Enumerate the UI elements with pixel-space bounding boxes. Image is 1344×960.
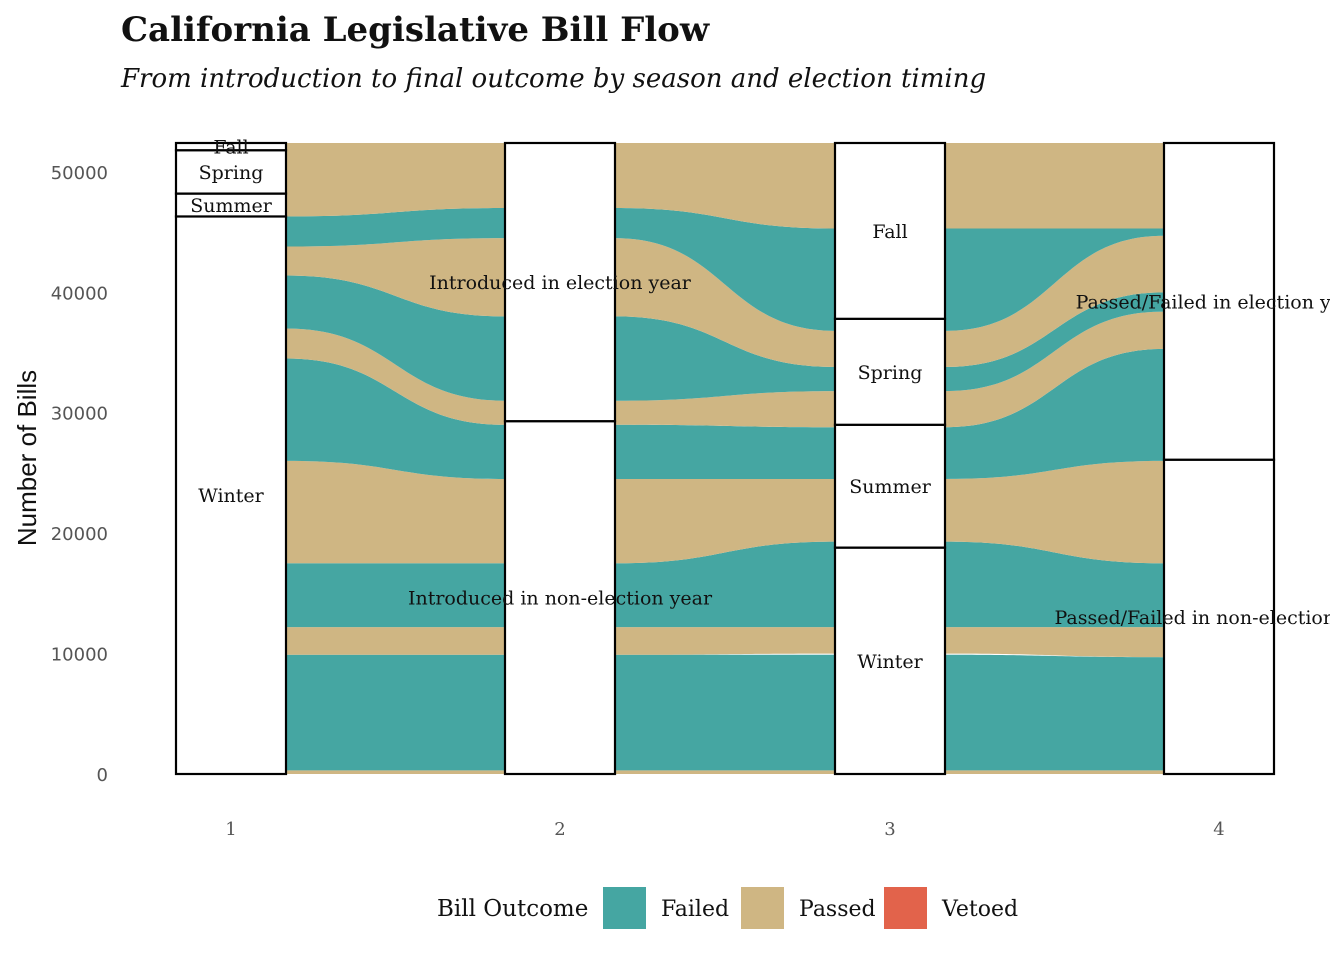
x-tick-label: 2 — [554, 819, 565, 840]
stratum: Winter — [833, 546, 947, 776]
y-tick-label: 40000 — [51, 283, 108, 304]
y-tick-label: 0 — [97, 765, 108, 786]
stratum-label: Spring — [199, 162, 264, 184]
stratum-label: Winter — [857, 651, 923, 673]
stratum-label: Introduced in election year — [429, 272, 692, 294]
flow-passed — [286, 627, 1164, 658]
y-tick-label: 10000 — [51, 645, 108, 666]
stratum: Passed/Failed in non-election year — [1054, 458, 1344, 776]
stratum-box — [833, 141, 947, 320]
stratum: Passed/Failed in election year — [1076, 141, 1344, 461]
stratum: Spring — [174, 149, 288, 195]
stratum-box — [174, 141, 288, 152]
flows-layer — [176, 143, 1274, 774]
stratum: Summer — [833, 423, 947, 549]
stratum-label: Passed/Failed in election year — [1076, 291, 1344, 313]
chart-subtitle: From introduction to final outcome by se… — [120, 64, 986, 94]
stratum-box — [833, 317, 947, 426]
stratum-label: Introduced in non-election year — [408, 588, 713, 610]
x-axis: 1 2 3 4 — [225, 819, 1224, 840]
stratum-label: Spring — [858, 362, 923, 384]
stratum: Introduced in election year — [429, 141, 692, 423]
flow-failed — [286, 654, 1164, 771]
legend: Bill Outcome Failed Passed Vetoed — [437, 887, 1018, 929]
stratum-label: Winter — [198, 485, 264, 507]
flow-passed — [286, 770, 1164, 774]
legend-key-failed — [603, 887, 646, 929]
legend-key-passed — [741, 887, 784, 929]
y-tick-label: 30000 — [51, 404, 108, 425]
stratum-box — [833, 423, 947, 549]
stratum-box — [174, 215, 288, 776]
legend-title: Bill Outcome — [437, 896, 588, 922]
stratum-label: Summer — [849, 476, 932, 498]
y-axis: 0 10000 20000 30000 40000 50000 — [51, 163, 108, 786]
legend-label: Passed — [799, 897, 876, 922]
stratum-label: Passed/Failed in non-election year — [1054, 607, 1344, 629]
stratum: Summer — [174, 192, 288, 218]
strata-layer: Winter Summer Spring Fall Introduced in non-… — [174, 137, 1344, 776]
chart-title: California Legislative Bill Flow — [121, 10, 710, 50]
legend-label: Vetoed — [941, 897, 1018, 922]
stratum-box — [1162, 141, 1276, 461]
stratum: Introduced in non-election year — [408, 420, 713, 776]
stratum-box — [503, 141, 617, 423]
legend-label: Failed — [661, 897, 729, 922]
stratum-box — [174, 149, 288, 195]
y-tick-label: 50000 — [51, 163, 108, 184]
stratum: Spring — [833, 317, 947, 426]
legend-key-vetoed — [884, 887, 927, 929]
stratum: Winter — [174, 215, 288, 776]
stratum-box — [1162, 458, 1276, 776]
stratum-label: Fall — [872, 221, 907, 243]
x-tick-label: 4 — [1213, 819, 1224, 840]
stratum-label: Fall — [213, 137, 248, 159]
x-tick-label: 3 — [884, 819, 895, 840]
stratum: Fall — [833, 141, 947, 320]
y-tick-label: 20000 — [51, 524, 108, 545]
stratum: Fall — [174, 137, 288, 159]
stratum-label: Summer — [190, 195, 273, 217]
y-axis-title: Number of Bills — [12, 370, 42, 546]
x-tick-label: 1 — [225, 819, 236, 840]
